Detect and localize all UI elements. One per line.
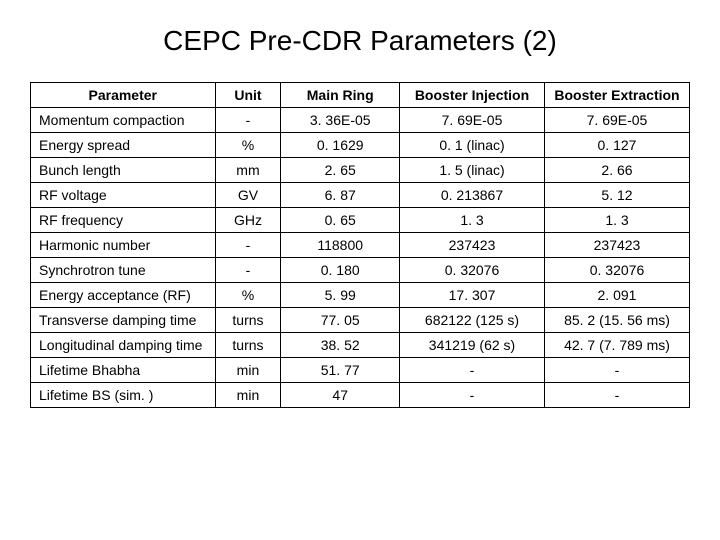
cell-unit: %: [215, 283, 281, 308]
cell-bi: -: [400, 383, 545, 408]
cell-mr: 38. 52: [281, 333, 400, 358]
cell-be: 2. 091: [544, 283, 689, 308]
cell-param: RF voltage: [31, 183, 216, 208]
parameters-table: Parameter Unit Main Ring Booster Injecti…: [30, 82, 690, 408]
cell-bi: 237423: [400, 233, 545, 258]
cell-param: Harmonic number: [31, 233, 216, 258]
table-row: Harmonic number-118800237423237423: [31, 233, 690, 258]
cell-param: Longitudinal damping time: [31, 333, 216, 358]
cell-param: Lifetime Bhabha: [31, 358, 216, 383]
cell-unit: -: [215, 108, 281, 133]
cell-param: Bunch length: [31, 158, 216, 183]
cell-mr: 0. 65: [281, 208, 400, 233]
cell-be: 42. 7 (7. 789 ms): [544, 333, 689, 358]
table-header-row: Parameter Unit Main Ring Booster Injecti…: [31, 83, 690, 108]
cell-mr: 47: [281, 383, 400, 408]
cell-mr: 3. 36E-05: [281, 108, 400, 133]
cell-unit: %: [215, 133, 281, 158]
cell-param: Energy acceptance (RF): [31, 283, 216, 308]
cell-param: Energy spread: [31, 133, 216, 158]
col-booster-injection: Booster Injection: [400, 83, 545, 108]
slide: CEPC Pre-CDR Parameters (2) Parameter Un…: [0, 0, 720, 540]
cell-be: 2. 66: [544, 158, 689, 183]
cell-bi: 682122 (125 s): [400, 308, 545, 333]
cell-unit: -: [215, 258, 281, 283]
table-row: Transverse damping timeturns77. 05682122…: [31, 308, 690, 333]
table-row: Bunch lengthmm2. 651. 5 (linac)2. 66: [31, 158, 690, 183]
table-row: Lifetime BS (sim. )min47--: [31, 383, 690, 408]
cell-bi: 341219 (62 s): [400, 333, 545, 358]
cell-mr: 5. 99: [281, 283, 400, 308]
cell-unit: min: [215, 358, 281, 383]
cell-be: 85. 2 (15. 56 ms): [544, 308, 689, 333]
cell-param: Synchrotron tune: [31, 258, 216, 283]
cell-mr: 77. 05: [281, 308, 400, 333]
cell-param: RF frequency: [31, 208, 216, 233]
cell-mr: 0. 1629: [281, 133, 400, 158]
table-row: Synchrotron tune-0. 1800. 320760. 32076: [31, 258, 690, 283]
cell-bi: -: [400, 358, 545, 383]
cell-unit: -: [215, 233, 281, 258]
cell-be: -: [544, 358, 689, 383]
table-body: Momentum compaction-3. 36E-057. 69E-057.…: [31, 108, 690, 408]
table-row: Energy acceptance (RF)%5. 9917. 3072. 09…: [31, 283, 690, 308]
cell-mr: 2. 65: [281, 158, 400, 183]
cell-unit: GV: [215, 183, 281, 208]
page-title: CEPC Pre-CDR Parameters (2): [30, 25, 690, 57]
col-parameter: Parameter: [31, 83, 216, 108]
cell-unit: min: [215, 383, 281, 408]
cell-be: 1. 3: [544, 208, 689, 233]
cell-param: Lifetime BS (sim. ): [31, 383, 216, 408]
col-unit: Unit: [215, 83, 281, 108]
cell-unit: mm: [215, 158, 281, 183]
cell-be: 5. 12: [544, 183, 689, 208]
table-row: Longitudinal damping timeturns38. 523412…: [31, 333, 690, 358]
table-row: Momentum compaction-3. 36E-057. 69E-057.…: [31, 108, 690, 133]
cell-bi: 7. 69E-05: [400, 108, 545, 133]
cell-be: 7. 69E-05: [544, 108, 689, 133]
cell-bi: 17. 307: [400, 283, 545, 308]
cell-mr: 51. 77: [281, 358, 400, 383]
col-booster-extraction: Booster Extraction: [544, 83, 689, 108]
table-row: Lifetime Bhabhamin51. 77--: [31, 358, 690, 383]
cell-bi: 0. 1 (linac): [400, 133, 545, 158]
col-main-ring: Main Ring: [281, 83, 400, 108]
cell-be: 237423: [544, 233, 689, 258]
cell-bi: 0. 32076: [400, 258, 545, 283]
cell-be: 0. 32076: [544, 258, 689, 283]
cell-bi: 0. 213867: [400, 183, 545, 208]
cell-unit: turns: [215, 308, 281, 333]
cell-be: -: [544, 383, 689, 408]
cell-param: Transverse damping time: [31, 308, 216, 333]
cell-mr: 0. 180: [281, 258, 400, 283]
cell-unit: turns: [215, 333, 281, 358]
table-row: RF frequencyGHz0. 651. 31. 3: [31, 208, 690, 233]
cell-bi: 1. 3: [400, 208, 545, 233]
cell-param: Momentum compaction: [31, 108, 216, 133]
table-row: RF voltageGV6. 870. 2138675. 12: [31, 183, 690, 208]
cell-mr: 6. 87: [281, 183, 400, 208]
cell-be: 0. 127: [544, 133, 689, 158]
cell-bi: 1. 5 (linac): [400, 158, 545, 183]
cell-unit: GHz: [215, 208, 281, 233]
cell-mr: 118800: [281, 233, 400, 258]
table-row: Energy spread%0. 16290. 1 (linac)0. 127: [31, 133, 690, 158]
